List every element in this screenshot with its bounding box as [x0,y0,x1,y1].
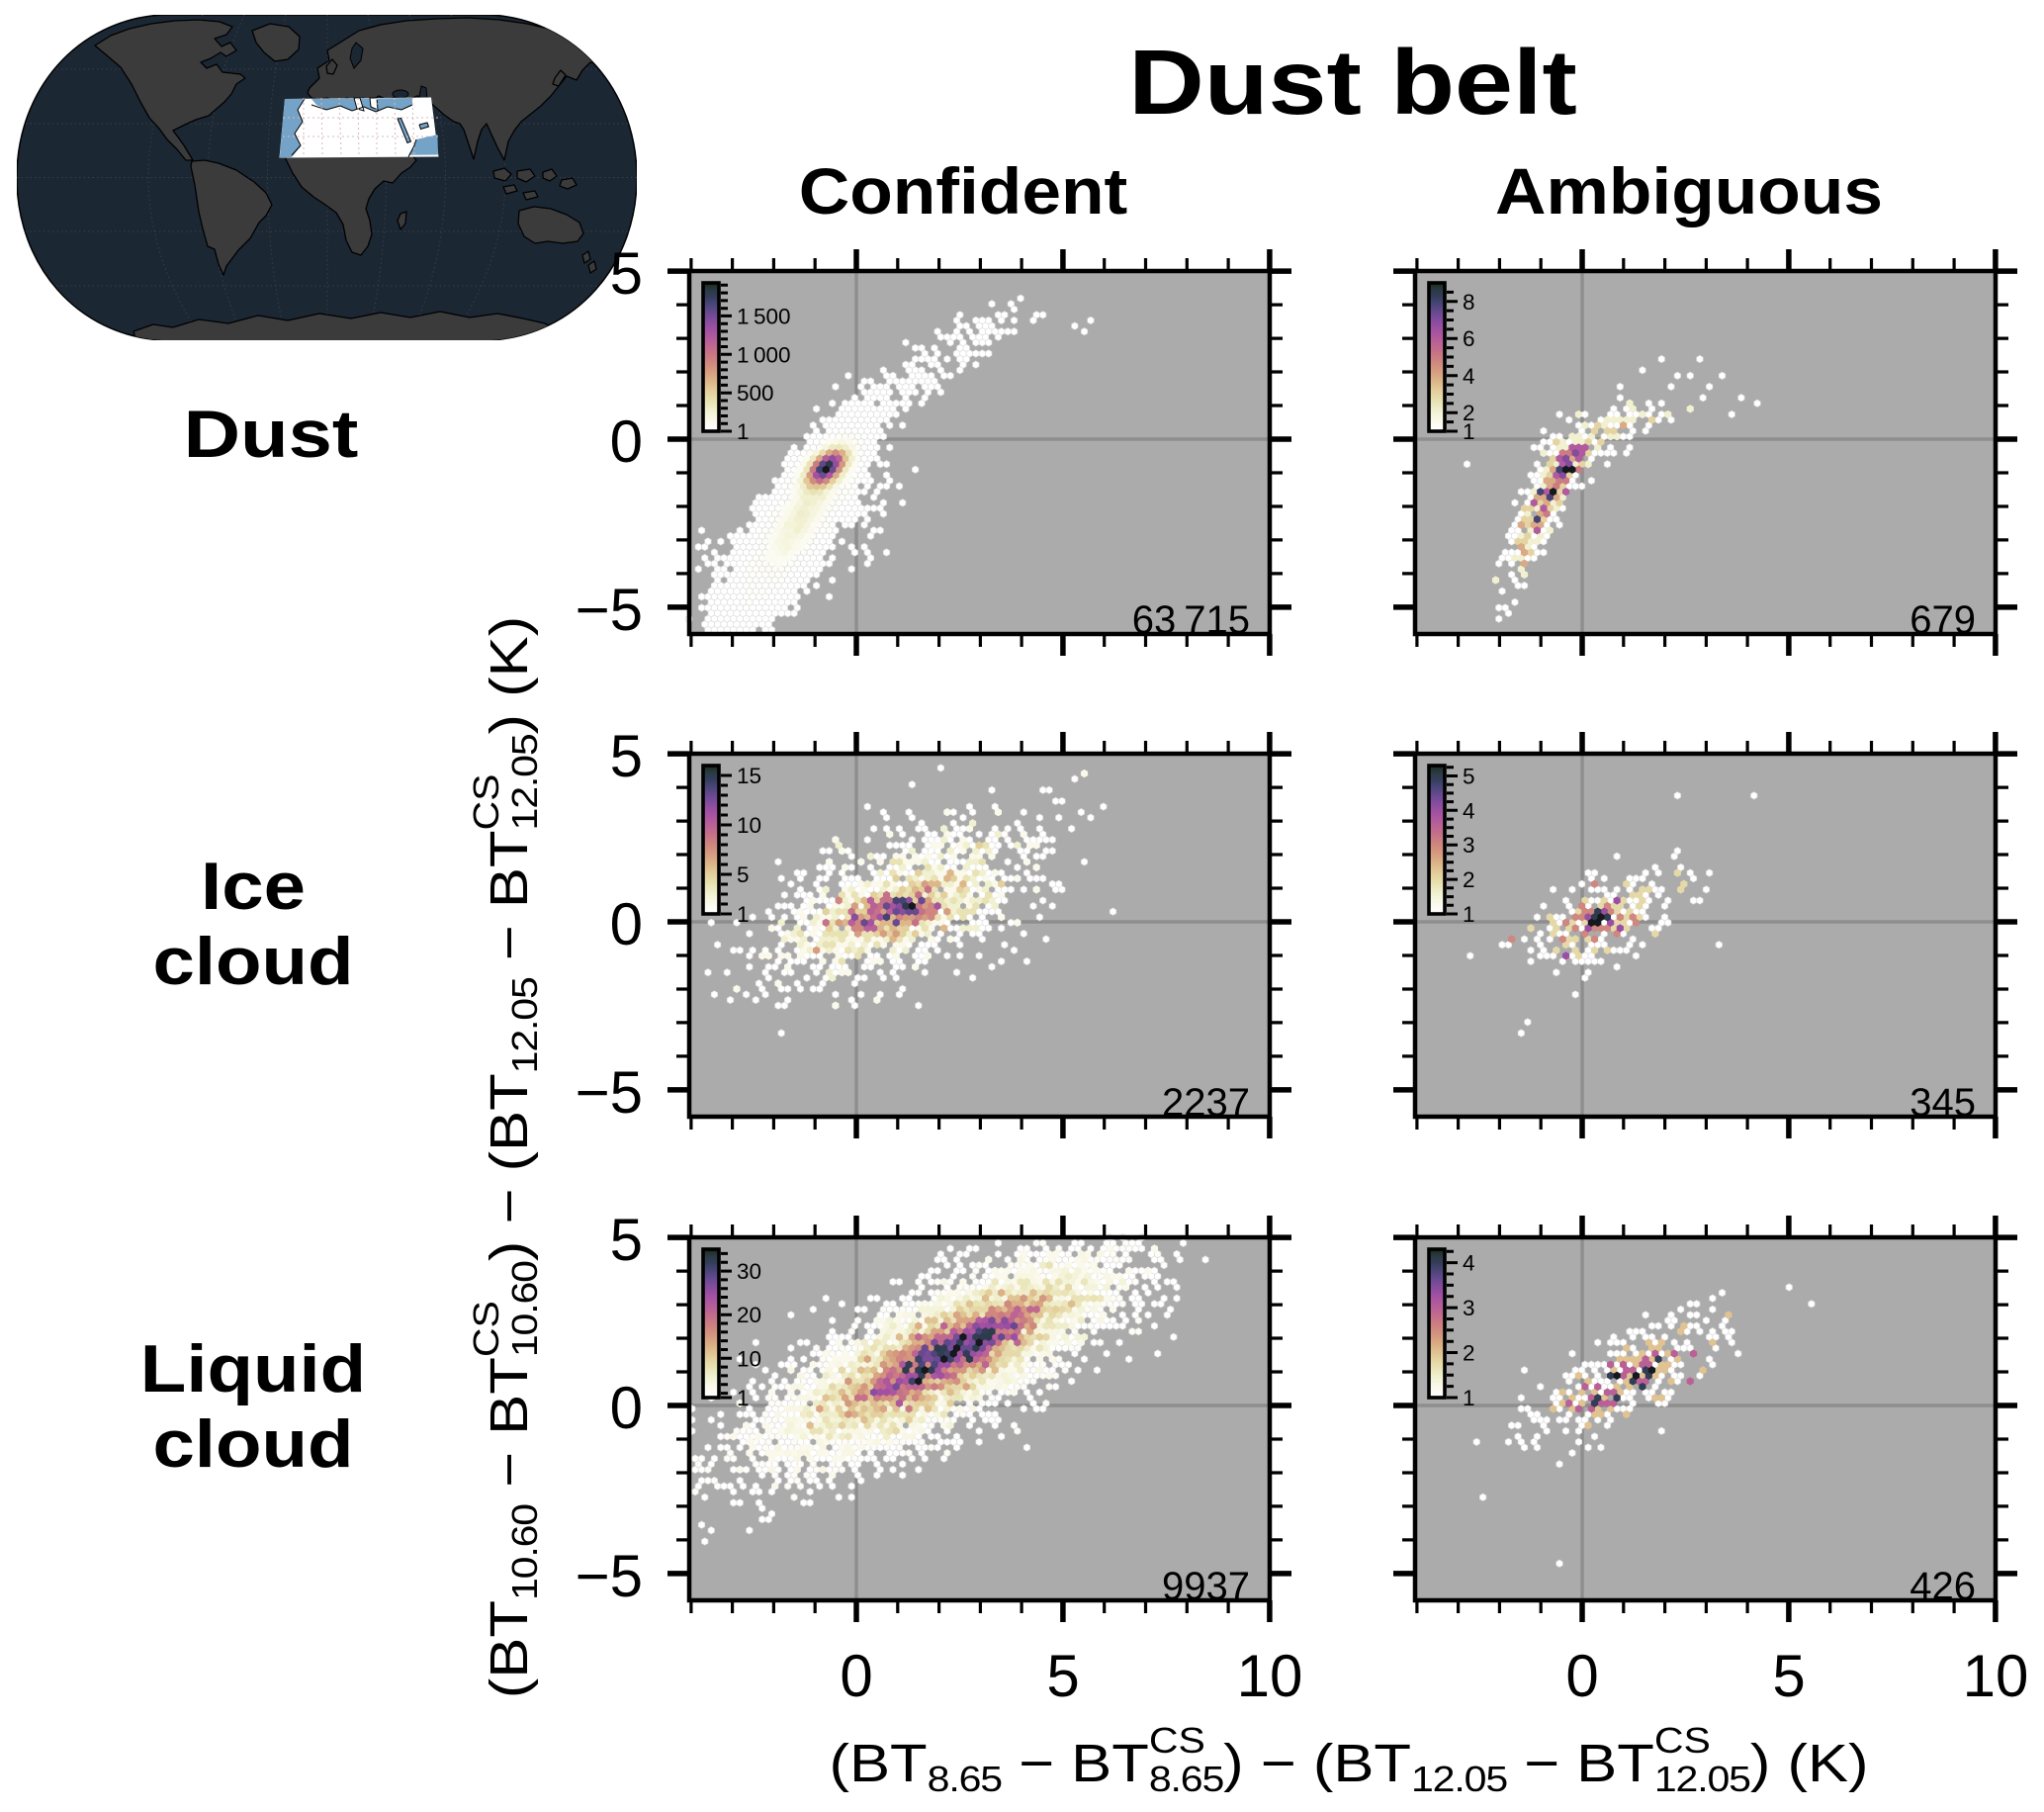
svg-text:4: 4 [1463,364,1475,389]
svg-text:5: 5 [1463,765,1475,789]
svg-text:15: 15 [737,764,761,788]
svg-text:1: 1 [1463,419,1475,444]
svg-text:3: 3 [1463,833,1475,858]
svg-text:1: 1 [1463,902,1475,927]
svg-text:1 000: 1 000 [737,342,791,367]
svg-text:679: 679 [1910,598,1976,642]
svg-text:9937: 9937 [1162,1565,1250,1608]
svg-text:5: 5 [737,862,750,887]
svg-text:2237: 2237 [1162,1081,1250,1125]
svg-text:500: 500 [737,381,774,406]
svg-text:2: 2 [1463,1341,1475,1366]
svg-text:4: 4 [1463,1251,1475,1276]
svg-text:1: 1 [737,902,750,927]
svg-text:10: 10 [737,1346,761,1371]
svg-text:2: 2 [1463,867,1475,892]
svg-text:4: 4 [1463,798,1475,823]
svg-text:426: 426 [1910,1565,1976,1608]
svg-text:1: 1 [737,419,750,444]
svg-text:8: 8 [1463,290,1475,315]
svg-text:6: 6 [1463,326,1475,351]
svg-text:2: 2 [1463,401,1475,425]
svg-text:63 715: 63 715 [1132,598,1250,642]
svg-text:10: 10 [737,813,761,838]
svg-text:3: 3 [1463,1296,1475,1320]
svg-text:1 500: 1 500 [737,304,791,328]
svg-text:1: 1 [737,1386,750,1410]
svg-text:20: 20 [737,1303,761,1327]
svg-text:345: 345 [1910,1081,1976,1125]
svg-text:30: 30 [737,1259,761,1284]
svg-text:1: 1 [1463,1386,1475,1410]
